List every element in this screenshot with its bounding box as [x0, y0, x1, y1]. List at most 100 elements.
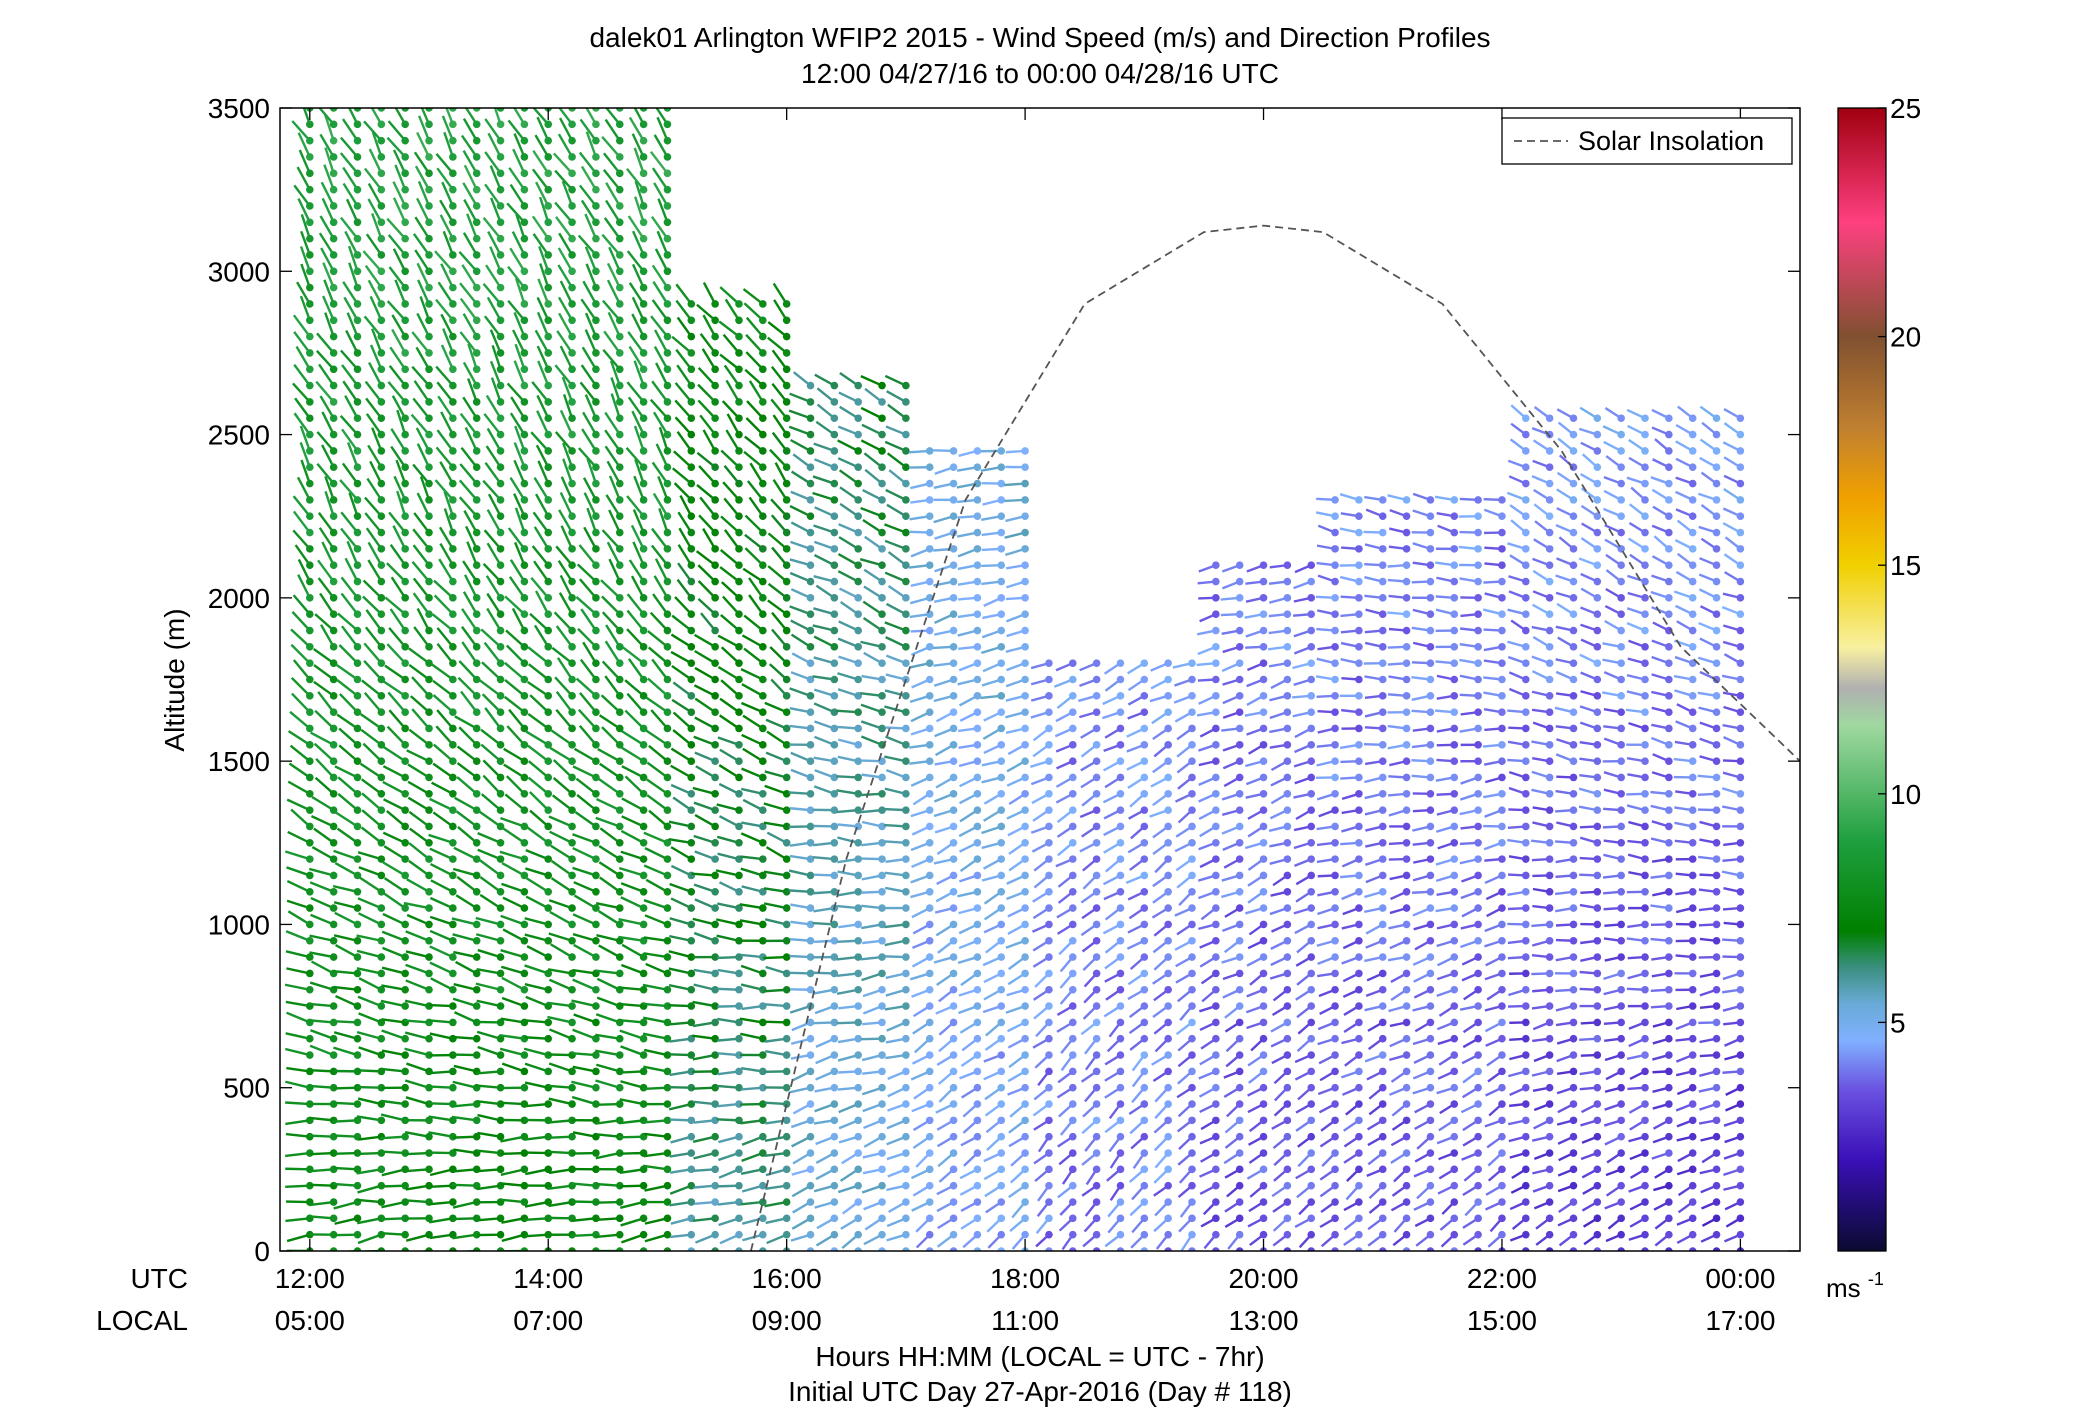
wind-barb-point [377, 724, 386, 733]
wind-barb-point [973, 659, 982, 667]
wind-barb-point [902, 1083, 910, 1092]
wind-barb [769, 448, 788, 469]
wind-barb-point [639, 218, 648, 227]
wind-barb-point [377, 953, 386, 961]
wind-barb-point [735, 936, 743, 945]
wind-barb [536, 311, 550, 338]
wind-barb-point [639, 920, 648, 929]
wind-barb-point [496, 790, 505, 798]
wind-barb-point [544, 659, 553, 667]
wind-barb [673, 482, 693, 501]
wind-barb-point [449, 479, 457, 488]
wind-barb [527, 712, 549, 730]
wind-barb-point [377, 365, 386, 374]
wind-barb-point [1235, 790, 1244, 798]
wind-barb [323, 164, 335, 191]
wind-barb-point [687, 1181, 696, 1190]
wind-barb-point [353, 1165, 362, 1174]
wind-barb-point [1235, 1051, 1244, 1059]
wind-barb-point [782, 724, 791, 733]
wind-barb-point [949, 610, 958, 618]
wind-barb-point [544, 806, 553, 814]
wind-barb-point [639, 267, 648, 276]
wind-barb-point [329, 300, 338, 308]
wind-barb-point [878, 496, 886, 504]
wind-barb [501, 1062, 525, 1073]
wind-barb-point [1283, 1002, 1292, 1010]
wind-barb [572, 978, 597, 991]
wind-barb-point [377, 153, 386, 161]
wind-barb [356, 949, 382, 959]
wind-barb [381, 984, 406, 991]
wind-barb-point [1045, 1100, 1053, 1108]
wind-barb [342, 281, 359, 305]
wind-barb [480, 728, 502, 746]
wind-barb-point [830, 1165, 839, 1174]
wind-barb [365, 397, 383, 419]
wind-barb-point [1021, 887, 1029, 896]
wind-barb-point [997, 887, 1006, 896]
wind-barb [458, 496, 478, 518]
wind-barb-point [759, 610, 767, 618]
wind-barb [479, 859, 502, 877]
wind-barb [387, 691, 407, 713]
wind-barb-point [1331, 887, 1339, 896]
wind-barb-point [1045, 1181, 1053, 1190]
wind-barb-point [568, 153, 576, 161]
wind-barb-point [377, 936, 386, 945]
wind-barb-point [472, 708, 481, 716]
wind-barb [367, 198, 383, 223]
wind-barb [650, 315, 669, 338]
wind-barb [529, 612, 550, 632]
wind-barb-point [1140, 1165, 1149, 1174]
wind-barb-point [1116, 871, 1125, 880]
wind-barb [562, 393, 574, 419]
wind-barb-point [1092, 708, 1101, 716]
wind-barb-point [1140, 1083, 1149, 1092]
wind-barb [435, 153, 454, 175]
wind-barb-point [592, 267, 600, 276]
wind-barb-point [854, 643, 862, 651]
wind-barb [524, 1062, 549, 1073]
wind-barb-point [949, 1100, 958, 1108]
wind-barb [387, 120, 407, 142]
wind-barb [766, 730, 788, 746]
wind-barb-point [735, 659, 743, 667]
wind-barb [459, 282, 478, 305]
wind-barb [437, 395, 454, 419]
wind-barb [578, 544, 597, 566]
wind-barb-point [854, 1181, 862, 1190]
wind-barb [499, 1047, 525, 1057]
wind-barb [535, 590, 550, 615]
wind-barb-point [1140, 838, 1149, 847]
wind-barb-point [735, 1067, 743, 1076]
wind-barb [390, 445, 407, 468]
wind-barb-point [1331, 528, 1339, 537]
wind-barb [294, 544, 311, 566]
wind-barb-point [1045, 1230, 1053, 1239]
wind-barb-point [1283, 1214, 1292, 1223]
wind-barb-point [329, 1214, 338, 1223]
wind-barb-point [1355, 1181, 1363, 1190]
wind-barb [499, 850, 525, 861]
wind-barb [356, 1168, 382, 1175]
wind-barb-point [544, 234, 553, 243]
wind-barb-point [973, 1198, 982, 1206]
wind-barb-point [663, 463, 672, 472]
wind-barb-point [496, 283, 505, 292]
wind-barb-point [902, 773, 910, 782]
wind-barb-point [806, 610, 815, 618]
wind-barb-point [1307, 1198, 1316, 1206]
wind-barb [479, 810, 502, 828]
wind-barb-point [615, 1149, 624, 1157]
wind-barb-point [496, 561, 505, 569]
wind-barb-point [306, 561, 314, 569]
wind-barb-point [1283, 871, 1292, 880]
wind-barb-point [496, 414, 505, 423]
wind-barb [692, 1000, 716, 1008]
wind-barb [356, 1115, 382, 1122]
wind-barb [323, 279, 335, 305]
wind-barb [477, 832, 502, 844]
wind-barb-point [353, 1100, 362, 1108]
wind-barb-point [592, 953, 600, 961]
